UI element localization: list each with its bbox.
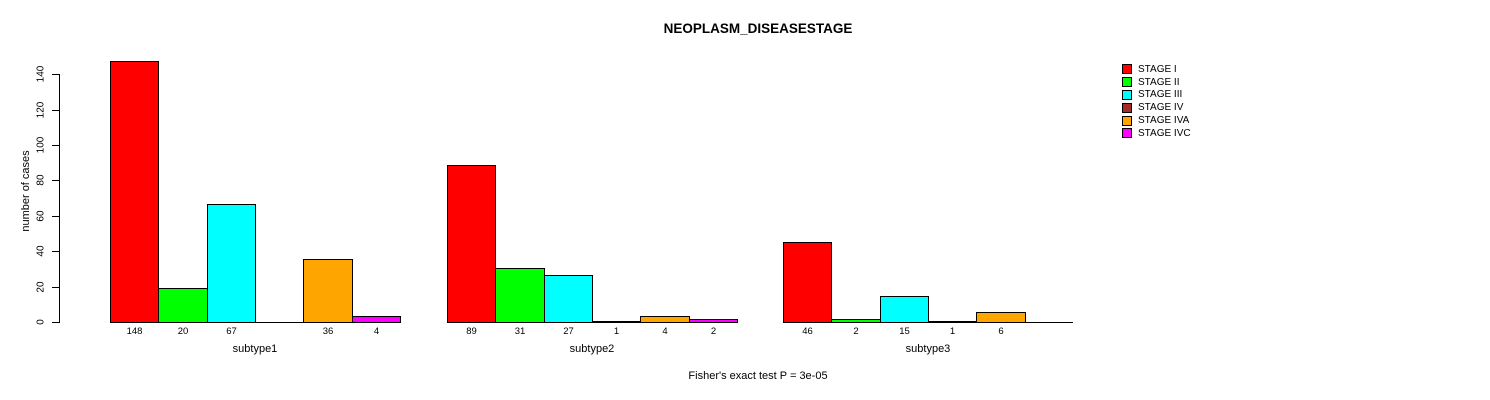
x-category-label: subtype3 xyxy=(905,343,951,355)
y-tick-label: 60 xyxy=(35,210,47,222)
bar-stage-iv xyxy=(928,321,977,323)
bar-stage-iii xyxy=(207,204,256,323)
bar-value-label: 6 xyxy=(998,326,1004,337)
chart-title: NEOPLASM_DISEASESTAGE xyxy=(663,21,853,36)
bar-value-label: 20 xyxy=(177,326,189,337)
y-axis-tick xyxy=(52,251,59,252)
bar-value-label: 1 xyxy=(613,326,620,337)
bar-stage-i xyxy=(783,242,832,323)
bar-stage-iva xyxy=(303,259,353,323)
legend-swatch-icon xyxy=(1122,77,1132,88)
y-axis-line xyxy=(59,74,60,323)
legend-swatch-icon xyxy=(1122,128,1132,139)
legend-row: STAGE IVA xyxy=(1122,114,1191,127)
bar-value-label: 2 xyxy=(710,326,717,337)
bar-stage-i xyxy=(447,165,496,323)
y-axis-tick xyxy=(52,110,59,111)
legend-row: STAGE II xyxy=(1122,76,1191,89)
y-tick-label: 80 xyxy=(35,174,47,186)
legend-swatch-icon xyxy=(1122,102,1132,113)
bar-stage-ii xyxy=(495,268,545,323)
bar-stage-ii xyxy=(831,319,881,323)
bar-stage-ivc xyxy=(689,319,738,323)
y-tick-label: 20 xyxy=(35,281,47,293)
bar-value-label: 67 xyxy=(226,326,237,337)
legend-label: STAGE IVC xyxy=(1138,127,1191,139)
bar-stage-ivc xyxy=(352,316,401,323)
bar-value-label: 2 xyxy=(853,326,859,337)
y-tick-label: 100 xyxy=(35,136,47,154)
bar-value-label: 4 xyxy=(373,326,380,337)
legend-swatch-icon xyxy=(1122,115,1132,126)
bar-stage-iva xyxy=(640,316,690,323)
y-axis-tick xyxy=(52,216,59,217)
legend-row: STAGE I xyxy=(1122,63,1191,76)
footer-note: Fisher's exact test P = 3e-05 xyxy=(688,370,828,382)
legend-label: STAGE II xyxy=(1138,76,1180,88)
y-axis-label: number of cases xyxy=(20,150,32,232)
bar-value-label: 31 xyxy=(514,326,526,337)
bar-stage-iva xyxy=(976,312,1026,323)
bar-stage-iv xyxy=(592,321,641,323)
legend-row: STAGE IV xyxy=(1122,101,1191,114)
y-tick-label: 40 xyxy=(35,245,47,257)
y-axis-tick xyxy=(52,180,59,181)
bar-stage-i xyxy=(110,61,159,323)
bar-value-label: 15 xyxy=(899,326,910,337)
legend-label: STAGE IV xyxy=(1138,102,1184,114)
legend-label: STAGE IVA xyxy=(1138,115,1190,127)
bar-value-label: 46 xyxy=(802,326,813,337)
x-category-label: subtype1 xyxy=(232,343,278,355)
x-category-label: subtype2 xyxy=(569,343,615,355)
y-tick-label: 120 xyxy=(35,101,47,119)
y-axis-tick xyxy=(52,145,59,146)
bar-value-label: 4 xyxy=(662,326,668,337)
legend-label: STAGE I xyxy=(1138,63,1177,75)
legend-row: STAGE IVC xyxy=(1122,127,1191,140)
y-tick-label: 140 xyxy=(35,65,47,83)
bar-value-label: 148 xyxy=(126,326,143,337)
bar-stage-iii xyxy=(880,296,929,323)
y-axis-tick xyxy=(52,322,59,323)
y-axis-tick xyxy=(52,287,59,288)
bar-value-label: 36 xyxy=(322,326,334,337)
y-tick-label: 0 xyxy=(35,319,47,325)
legend-label: STAGE III xyxy=(1138,89,1183,101)
legend-swatch-icon xyxy=(1122,64,1132,75)
y-axis-tick xyxy=(52,74,59,75)
bar-value-label: 27 xyxy=(563,326,574,337)
legend-swatch-icon xyxy=(1122,89,1132,100)
legend: STAGE I STAGE II STAGE III STAGE IV STAGE IV… xyxy=(1122,63,1191,140)
legend-row: STAGE III xyxy=(1122,89,1191,102)
bar-value-label: 89 xyxy=(466,326,477,337)
bar-stage-ii xyxy=(158,288,208,323)
bar-stage-iii xyxy=(544,275,593,323)
bar-value-label: 1 xyxy=(949,326,956,337)
